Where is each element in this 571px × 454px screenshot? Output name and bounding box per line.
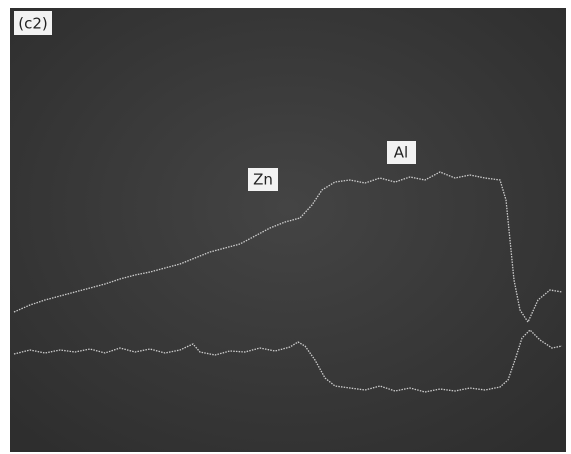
panel-label: (c2) <box>18 15 48 33</box>
zn-label: Zn <box>253 171 273 189</box>
image-background <box>10 8 566 452</box>
micrograph: (c2) Zn Al <box>0 0 571 454</box>
al-label: Al <box>394 144 408 162</box>
